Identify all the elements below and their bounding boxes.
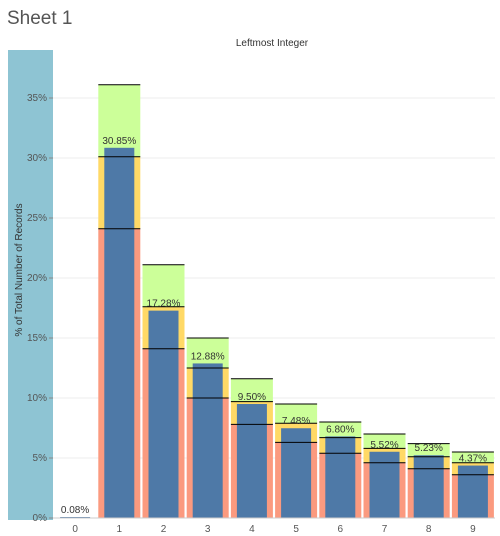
data-label-4: 9.50% [238,392,266,403]
band-upper [142,264,185,307]
data-label-1: 30.85% [102,136,136,147]
bar-5[interactable] [281,428,312,518]
data-label-5: 7.48% [282,416,310,427]
chart-title: Leftmost Integer [236,38,309,49]
data-label-8: 5.23% [415,443,443,454]
data-label-3: 12.88% [191,351,225,362]
bar-2[interactable] [148,310,179,518]
band-upper [275,404,318,424]
data-label-6: 6.80% [326,424,354,435]
x-tick-label: 9 [470,524,476,535]
bar-7[interactable] [369,451,400,518]
x-tick-label: 0 [72,524,78,535]
band-upper [407,443,450,457]
bar-1[interactable] [104,147,135,519]
y-tick-label: 25% [27,213,47,224]
y-tick-label: 0% [33,513,48,524]
y-tick-label: 15% [27,333,47,344]
bar-8[interactable] [413,455,444,518]
y-tick-label: 35% [27,93,47,104]
x-tick-label: 5 [293,524,299,535]
data-labels: 0.08% 30.85% 17.28% 12.88% 9.50% 7.48% 6.80% 5.… [61,136,487,516]
bar-9[interactable] [457,465,488,518]
x-tick-label: 2 [161,524,167,535]
band-upper [451,452,494,463]
data-label-2: 17.28% [147,299,181,310]
bars [60,147,488,519]
x-axis-ticks: 0 1 2 3 4 5 6 7 8 9 [72,524,476,535]
band-upper [319,422,362,438]
data-label-0: 0.08% [61,505,89,516]
band-upper [186,338,229,368]
sheet-title: Sheet 1 [7,8,73,29]
x-tick-label: 1 [117,524,123,535]
y-axis-title: % of Total Number of Records [14,203,25,336]
data-label-9: 4.37% [459,454,487,465]
y-tick-label: 5% [33,453,48,464]
bar-6[interactable] [325,436,356,518]
bar-3[interactable] [192,363,223,518]
band-upper [363,434,406,449]
x-tick-label: 6 [338,524,344,535]
y-tick-label: 30% [27,153,47,164]
bar-4[interactable] [236,404,267,518]
reference-lines [98,84,494,476]
y-tick-label: 10% [27,393,47,404]
y-axis-ticks: 0% 5% 10% 15% 20% 25% 30% 35% [27,93,53,524]
band-upper [98,84,141,157]
x-tick-label: 7 [382,524,388,535]
y-axis-panel [8,50,53,520]
x-tick-label: 3 [205,524,211,535]
band-upper [230,378,273,402]
data-label-7: 5.52% [370,440,398,451]
x-tick-label: 8 [426,524,432,535]
y-tick-label: 20% [27,273,47,284]
x-tick-label: 4 [249,524,255,535]
